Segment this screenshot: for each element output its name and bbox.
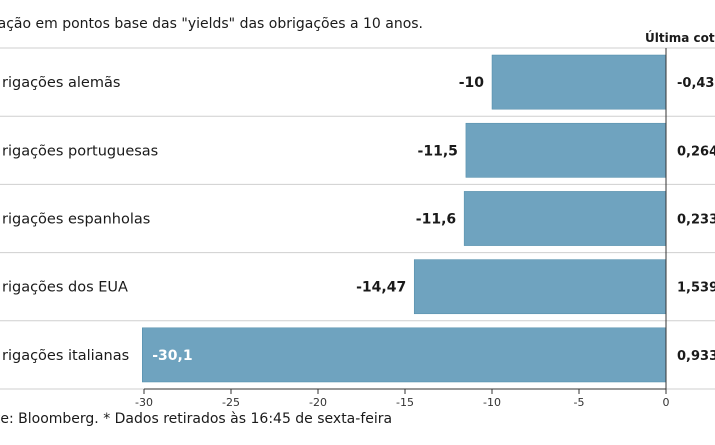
value-label: -10 (459, 75, 485, 91)
last-quote-header: Última cotaç (645, 31, 715, 45)
chart-subtitle: riação em pontos base das "yields" das o… (0, 16, 424, 32)
x-tick-label: -30 (135, 396, 153, 409)
x-tick-label: -25 (222, 396, 240, 409)
value-label: -14,47 (356, 280, 406, 296)
category-label: rigações alemãs (2, 75, 120, 91)
category-label: rigações espanholas (2, 212, 150, 228)
last-quote-value: 0,233 (677, 213, 715, 228)
bar (463, 191, 667, 246)
category-label: rigações italianas (2, 348, 129, 364)
x-tick-label: -5 (574, 396, 585, 409)
x-tick-label: 0 (663, 396, 670, 409)
category-label: rigações portuguesas (2, 143, 158, 159)
source-note: nte: Bloomberg. * Dados retirados às 16:… (0, 411, 393, 427)
category-label: rigações dos EUA (2, 280, 128, 296)
value-label: -11,6 (416, 212, 456, 228)
last-quote-value: 0,933 (677, 349, 715, 364)
x-tick-label: -20 (309, 396, 327, 409)
bar (491, 54, 667, 110)
last-quote-value: -0,435 (677, 76, 715, 91)
value-label: -30,1 (152, 348, 192, 364)
bar (465, 122, 667, 178)
value-label: -11,5 (418, 143, 458, 159)
x-tick-label: -10 (483, 396, 501, 409)
bar (142, 327, 667, 383)
last-quote-value: 0,264 (677, 144, 715, 159)
bar (413, 259, 667, 315)
last-quote-value: 1,539 (677, 281, 715, 296)
x-tick-label: -15 (396, 396, 414, 409)
